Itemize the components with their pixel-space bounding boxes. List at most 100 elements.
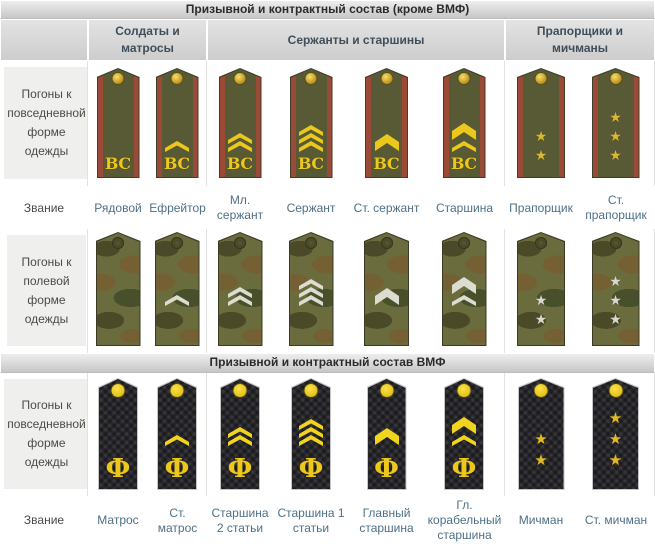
everyday-boards-row: Погоны к повседневной форме одежды ВС ВС (0, 61, 655, 186)
board-face (592, 69, 639, 177)
shoulder-board (217, 232, 263, 346)
shoulder-board: Ф (220, 378, 260, 490)
shoulder-board: Ф (157, 378, 197, 490)
chevron-wide-icon (452, 277, 476, 294)
group-header-label: Солдаты и матросы (115, 24, 180, 55)
shoulder-board: ★ ★ (517, 232, 565, 346)
chevron-stack (226, 425, 254, 446)
star-icon: ★ (608, 452, 623, 469)
field-boards-row: Погоны к полевой форме одежды (0, 229, 655, 353)
chevron-thin-icon (299, 295, 323, 306)
shoulder-board (95, 232, 141, 346)
shoulder-board: ★ ★ (517, 68, 565, 178)
board-face (292, 379, 330, 489)
rank-label: Мл. сержант (207, 186, 273, 229)
board-cell: Ф (273, 373, 349, 496)
board-face (97, 69, 139, 177)
rank-row-label: Звание (0, 186, 88, 229)
chevron-stack (373, 133, 401, 152)
star-stack: ★ ★ ★ (609, 274, 622, 326)
button-icon (234, 237, 246, 249)
button-icon (233, 384, 247, 397)
board-cell: Ф (349, 373, 424, 496)
group-header-3: Прапорщики и мичманы (505, 19, 655, 61)
chevron-thin-icon (452, 295, 476, 306)
chevron-thin-icon (299, 279, 323, 290)
chevron-wide-icon (374, 288, 399, 305)
board-face (518, 233, 564, 345)
board-face (219, 69, 261, 177)
chevron-thin-icon (165, 141, 189, 152)
button-icon (111, 384, 125, 397)
rank-label: Ст. прапорщик (577, 186, 655, 229)
shoulder-board: ★ ★ (517, 378, 565, 490)
board-cell: ВС (424, 61, 505, 186)
rank-label: Мичман (505, 496, 577, 544)
button-icon (535, 73, 547, 84)
rank-label: Ст. матрос (148, 496, 207, 544)
board-cell: ★ ★ (505, 61, 577, 186)
branch-letters: ВС (104, 154, 132, 173)
chevron-thin-icon (228, 435, 252, 446)
board-cell: Ф (88, 373, 148, 496)
chevron-thin-icon (299, 287, 323, 298)
branch-letters: Ф (374, 454, 399, 484)
chevron-wide-icon (374, 134, 399, 151)
board-cell: Ф (207, 373, 273, 496)
shoulder-board (441, 232, 487, 346)
star-icon: ★ (609, 311, 622, 327)
board-cell (349, 229, 424, 353)
star-icon: ★ (534, 292, 548, 308)
star-icon: ★ (608, 410, 623, 427)
board-face (156, 69, 198, 177)
chevron-stack (450, 122, 478, 152)
rank-label: Ефрейтор (148, 186, 207, 229)
board-face (592, 233, 639, 345)
board-face (518, 69, 564, 177)
section-header-navy: Призывной и контрактный состав ВМФ (0, 353, 655, 373)
board-face (158, 379, 196, 489)
star-stack: ★ ★ (535, 293, 548, 326)
star-icon: ★ (534, 431, 548, 448)
group-header-2: Сержанты и старшины (207, 19, 505, 61)
star-stack: ★ ★ (534, 432, 547, 468)
shoulder-board: ВС (365, 68, 408, 178)
chevron-thin-icon (299, 435, 323, 446)
board-face (96, 233, 140, 345)
row-label: Погоны к полевой форме одежды (7, 235, 86, 346)
chevron-thin-icon (299, 133, 323, 144)
group-header-1: Солдаты и матросы (88, 19, 207, 61)
button-icon (234, 73, 246, 84)
star-icon: ★ (609, 273, 622, 289)
button-icon (610, 73, 621, 84)
star-icon: ★ (534, 147, 548, 163)
rank-label: Главный старшина (349, 496, 424, 544)
button-icon (304, 384, 318, 397)
board-face (366, 69, 407, 177)
button-icon (458, 73, 470, 84)
board-cell: ★ ★ ★ (577, 373, 655, 496)
chevron-thin-icon (299, 125, 323, 136)
chevron-thin-icon (228, 141, 252, 152)
shoulder-board (154, 232, 200, 346)
shoulder-board: ВС (442, 68, 486, 178)
star-icon: ★ (609, 292, 622, 308)
button-icon (380, 237, 393, 249)
board-cell (207, 229, 273, 353)
rank-label: Рядовой (88, 186, 148, 229)
chevron-stack (226, 131, 254, 152)
shoulder-board: Ф (291, 378, 331, 490)
board-cell: ★ ★ ★ (577, 229, 655, 353)
board-cell: ★ ★ ★ (577, 61, 655, 186)
branch-letters: Ф (298, 454, 324, 484)
button-icon (305, 73, 317, 84)
row-label-cell: Погоны к повседневной форме одежды (0, 61, 88, 186)
button-icon (380, 384, 393, 397)
button-icon (457, 384, 471, 397)
group-header-label: Прапорщики и мичманы (536, 24, 624, 55)
shoulder-board: ВС (289, 68, 333, 178)
chevron-thin-icon (228, 287, 252, 298)
chevron-wide-icon (374, 428, 399, 445)
branch-letters: ВС (450, 154, 478, 173)
